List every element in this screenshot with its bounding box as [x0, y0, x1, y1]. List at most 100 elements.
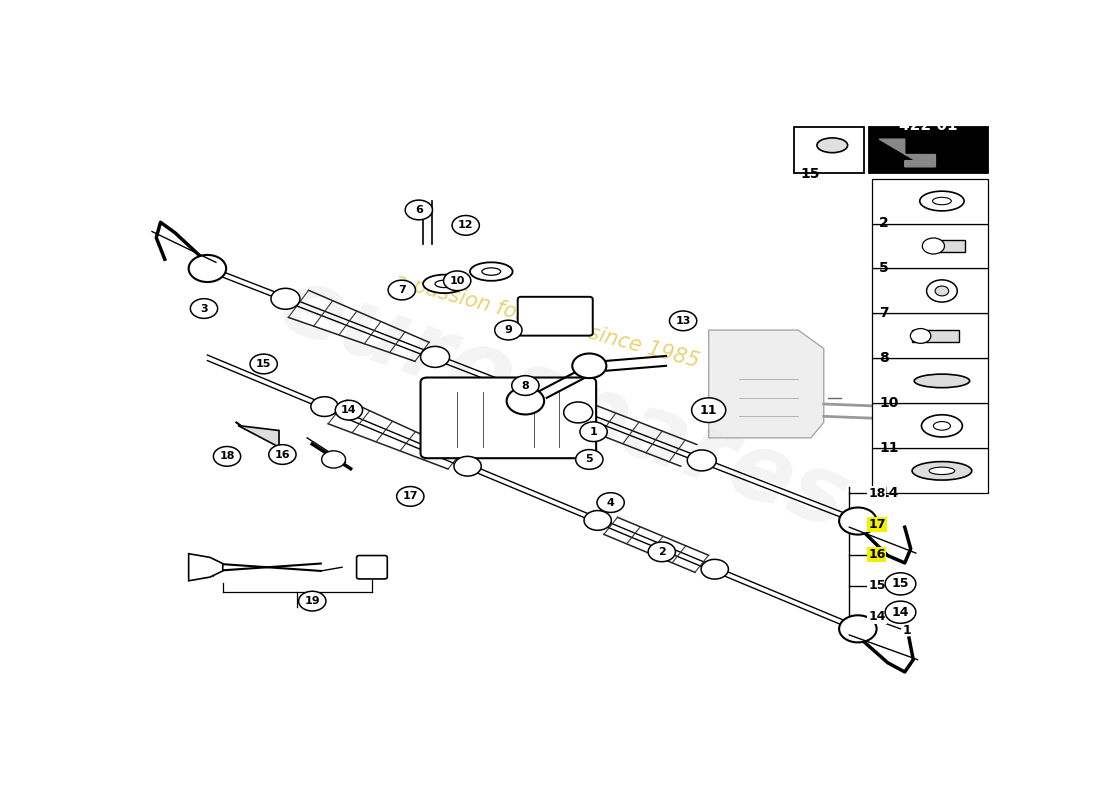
Text: 2: 2 — [879, 216, 889, 230]
Text: a passion for parts since 1985: a passion for parts since 1985 — [392, 270, 702, 371]
Text: 10: 10 — [879, 396, 899, 410]
Circle shape — [336, 400, 363, 420]
Ellipse shape — [922, 414, 962, 437]
Circle shape — [922, 238, 945, 254]
Circle shape — [584, 510, 612, 530]
Circle shape — [839, 615, 877, 642]
Circle shape — [311, 397, 338, 417]
Circle shape — [670, 311, 696, 330]
Circle shape — [688, 450, 716, 471]
Text: 14: 14 — [868, 610, 886, 623]
Text: 2: 2 — [658, 547, 666, 557]
Ellipse shape — [934, 422, 950, 430]
Ellipse shape — [424, 274, 465, 293]
Text: 14: 14 — [341, 405, 356, 415]
Bar — [930, 241, 965, 251]
Ellipse shape — [933, 198, 952, 205]
Polygon shape — [238, 426, 279, 447]
Text: 18: 18 — [219, 451, 234, 462]
Text: 5: 5 — [585, 454, 593, 465]
Circle shape — [597, 493, 625, 513]
Text: 18: 18 — [868, 487, 886, 500]
Circle shape — [692, 398, 726, 422]
Text: 9: 9 — [505, 325, 513, 335]
Circle shape — [298, 591, 326, 611]
Circle shape — [512, 376, 539, 395]
Text: 1: 1 — [902, 623, 911, 637]
Circle shape — [580, 422, 607, 442]
FancyBboxPatch shape — [356, 555, 387, 579]
Text: 10: 10 — [450, 276, 465, 286]
Text: 17: 17 — [403, 491, 418, 502]
Circle shape — [507, 387, 544, 414]
Circle shape — [268, 445, 296, 464]
Circle shape — [388, 280, 416, 300]
Polygon shape — [879, 139, 935, 167]
Circle shape — [321, 451, 345, 468]
Bar — [872, 358, 988, 403]
Text: 15: 15 — [868, 579, 886, 592]
Text: 11: 11 — [700, 404, 717, 417]
Text: 422 01: 422 01 — [900, 118, 958, 133]
Ellipse shape — [817, 138, 848, 153]
Bar — [912, 330, 959, 342]
Text: 3: 3 — [200, 303, 208, 314]
Text: 12: 12 — [458, 220, 473, 230]
Text: 14: 14 — [879, 486, 899, 500]
Text: 17: 17 — [868, 518, 886, 530]
Bar — [872, 403, 988, 448]
Text: 1: 1 — [590, 426, 597, 437]
Circle shape — [443, 271, 471, 290]
Circle shape — [271, 288, 300, 310]
Circle shape — [452, 215, 480, 235]
Circle shape — [911, 329, 931, 343]
Text: 15: 15 — [801, 167, 821, 181]
Bar — [872, 178, 988, 223]
Circle shape — [886, 601, 916, 623]
Text: 4: 4 — [607, 498, 615, 507]
Text: 7: 7 — [879, 306, 889, 320]
Bar — [872, 223, 988, 269]
Text: eurospares: eurospares — [267, 258, 860, 550]
Polygon shape — [189, 554, 222, 581]
Circle shape — [572, 354, 606, 378]
Text: 7: 7 — [398, 285, 406, 295]
Text: 16: 16 — [868, 549, 886, 562]
Text: 8: 8 — [879, 351, 889, 365]
Text: 8: 8 — [521, 381, 529, 390]
Ellipse shape — [930, 467, 955, 474]
Circle shape — [454, 456, 481, 476]
Bar — [872, 448, 988, 494]
Ellipse shape — [434, 280, 454, 287]
Text: 11: 11 — [879, 441, 899, 455]
Ellipse shape — [470, 262, 513, 281]
Polygon shape — [708, 330, 824, 438]
Bar — [869, 127, 988, 173]
FancyBboxPatch shape — [518, 297, 593, 336]
Circle shape — [935, 286, 948, 296]
Circle shape — [839, 507, 877, 534]
Circle shape — [648, 542, 675, 562]
Bar — [872, 314, 988, 358]
Ellipse shape — [912, 462, 971, 480]
Text: 5: 5 — [879, 261, 889, 275]
Circle shape — [701, 559, 728, 579]
Bar — [794, 127, 864, 173]
Ellipse shape — [920, 191, 964, 211]
Circle shape — [213, 446, 241, 466]
Circle shape — [190, 298, 218, 318]
Text: 14: 14 — [892, 606, 910, 618]
Text: 15: 15 — [892, 578, 910, 590]
Bar — [872, 269, 988, 314]
Ellipse shape — [482, 268, 500, 275]
Circle shape — [575, 450, 603, 470]
Text: 16: 16 — [275, 450, 290, 459]
Circle shape — [405, 200, 432, 220]
Circle shape — [189, 255, 227, 282]
Text: 15: 15 — [256, 359, 272, 369]
Text: 19: 19 — [305, 596, 320, 606]
Circle shape — [397, 486, 424, 506]
Circle shape — [495, 320, 522, 340]
FancyBboxPatch shape — [420, 378, 596, 458]
Text: 13: 13 — [675, 316, 691, 326]
